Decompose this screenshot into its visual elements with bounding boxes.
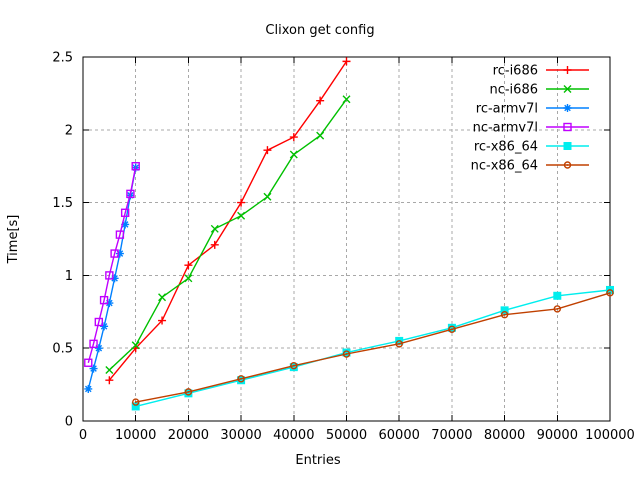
legend-item-nc-x86_64: nc-x86_64: [471, 159, 589, 174]
y-axis-label: Time[s]: [6, 215, 21, 265]
series-line-nc-i686: [108, 98, 348, 371]
legend-item-nc-i686: nc-i686: [489, 83, 589, 98]
series-nc-x86_64: [131, 289, 614, 406]
series-line-nc-armv7l: [87, 166, 137, 363]
legend-label-nc-i686: nc-i686: [489, 83, 538, 98]
y-tick-label: 1: [65, 269, 73, 284]
series-markers-nc-x86_64: [131, 289, 614, 406]
legend-label-rc-x86_64: rc-x86_64: [474, 140, 538, 155]
x-tick-label: 100000: [585, 428, 635, 443]
series-markers-nc-i686: [105, 95, 351, 375]
series-line-rc-i686: [108, 61, 348, 381]
y-tick-label: 0.5: [52, 342, 73, 357]
series-rc-i686: [105, 57, 351, 385]
x-tick-label: 30000: [220, 428, 261, 443]
legend-item-nc-armv7l: nc-armv7l: [473, 121, 589, 136]
legend-label-nc-x86_64: nc-x86_64: [471, 159, 538, 174]
y-tick-label: 2: [65, 123, 73, 138]
series-nc-i686: [105, 95, 351, 375]
x-tick-label: 20000: [168, 428, 209, 443]
series-nc-armv7l: [84, 161, 140, 367]
x-tick-label: 10000: [115, 428, 156, 443]
x-axis-label: Entries: [295, 453, 341, 468]
chart-title: Clixon get config: [265, 23, 374, 38]
axis-tick-labels: 0 10000 20000 30000 40000 50000 60000 70000 8000…: [52, 51, 635, 444]
legend-label-rc-armv7l: rc-armv7l: [476, 102, 538, 117]
legend-item-rc-x86_64: rc-x86_64: [474, 140, 589, 155]
x-tick-label: 60000: [379, 428, 420, 443]
y-tick-label: 0: [65, 415, 73, 430]
plot-border-and-ticks: [82, 56, 611, 422]
x-tick-label: 90000: [537, 428, 578, 443]
legend-label-rc-i686: rc-i686: [493, 64, 538, 79]
x-tick-label: 80000: [484, 428, 525, 443]
legend-item-rc-armv7l: rc-armv7l: [476, 102, 589, 117]
series-line-rc-x86_64: [135, 289, 611, 408]
x-tick-label: 70000: [431, 428, 472, 443]
legend-label-nc-armv7l: nc-armv7l: [473, 121, 538, 136]
series-markers-nc-armv7l: [84, 161, 140, 367]
y-tick-label: 1.5: [52, 196, 73, 211]
series-line-nc-x86_64: [135, 292, 611, 403]
grid-lines: [83, 57, 610, 421]
x-tick-label: 40000: [273, 428, 314, 443]
x-tick-label: 50000: [326, 428, 367, 443]
y-tick-label: 2.5: [52, 51, 73, 66]
series-markers-rc-i686: [105, 57, 351, 385]
legend-item-rc-i686: rc-i686: [493, 64, 589, 79]
legend: rc-i686 nc-i686 rc-armv7l nc-armv7l rc-x86_6…: [471, 64, 589, 174]
x-tick-label: 0: [79, 428, 87, 443]
